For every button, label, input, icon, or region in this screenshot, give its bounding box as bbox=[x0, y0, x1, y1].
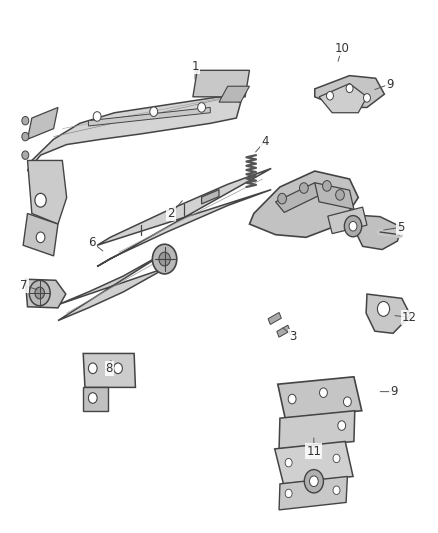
Polygon shape bbox=[250, 171, 358, 237]
Text: 2: 2 bbox=[167, 207, 175, 220]
Circle shape bbox=[322, 181, 331, 191]
Polygon shape bbox=[193, 70, 250, 97]
Circle shape bbox=[344, 216, 362, 237]
Polygon shape bbox=[366, 294, 410, 333]
Text: 1: 1 bbox=[191, 60, 199, 72]
Polygon shape bbox=[83, 387, 108, 411]
Text: 9: 9 bbox=[386, 78, 393, 91]
Text: 4: 4 bbox=[261, 135, 268, 148]
Circle shape bbox=[35, 287, 45, 299]
Text: 12: 12 bbox=[402, 311, 417, 324]
Polygon shape bbox=[276, 183, 323, 213]
Polygon shape bbox=[279, 477, 347, 510]
Circle shape bbox=[346, 84, 353, 93]
Circle shape bbox=[333, 486, 340, 495]
Polygon shape bbox=[347, 215, 402, 249]
Polygon shape bbox=[315, 76, 385, 108]
Circle shape bbox=[93, 112, 101, 121]
Circle shape bbox=[343, 397, 351, 407]
Circle shape bbox=[35, 193, 46, 207]
Circle shape bbox=[304, 470, 323, 493]
Polygon shape bbox=[279, 411, 355, 449]
Polygon shape bbox=[219, 86, 250, 102]
Polygon shape bbox=[58, 252, 167, 320]
Circle shape bbox=[326, 92, 333, 100]
Polygon shape bbox=[328, 207, 367, 233]
Circle shape bbox=[22, 116, 29, 125]
Polygon shape bbox=[319, 84, 367, 113]
Circle shape bbox=[198, 103, 205, 112]
Polygon shape bbox=[277, 325, 290, 337]
Circle shape bbox=[300, 183, 308, 193]
Polygon shape bbox=[25, 279, 66, 308]
Circle shape bbox=[114, 363, 122, 374]
Circle shape bbox=[88, 393, 97, 403]
Text: 11: 11 bbox=[306, 445, 321, 457]
Circle shape bbox=[29, 280, 50, 306]
Text: 8: 8 bbox=[106, 362, 113, 375]
Circle shape bbox=[22, 132, 29, 141]
Circle shape bbox=[310, 476, 318, 487]
Polygon shape bbox=[275, 441, 353, 484]
Circle shape bbox=[285, 489, 292, 498]
Circle shape bbox=[22, 151, 29, 159]
Circle shape bbox=[150, 107, 158, 116]
Circle shape bbox=[320, 388, 327, 398]
Text: 3: 3 bbox=[290, 330, 297, 343]
Circle shape bbox=[152, 244, 177, 274]
Polygon shape bbox=[268, 312, 281, 325]
Circle shape bbox=[338, 421, 346, 430]
Text: 5: 5 bbox=[397, 221, 405, 234]
Text: 7: 7 bbox=[20, 279, 28, 292]
Circle shape bbox=[349, 221, 357, 231]
Text: 10: 10 bbox=[334, 42, 349, 54]
Circle shape bbox=[278, 193, 286, 204]
Circle shape bbox=[378, 302, 390, 317]
Polygon shape bbox=[28, 108, 58, 139]
Text: 9: 9 bbox=[390, 385, 398, 398]
Circle shape bbox=[364, 94, 371, 102]
Circle shape bbox=[36, 232, 45, 243]
Circle shape bbox=[88, 363, 97, 374]
Polygon shape bbox=[83, 353, 135, 387]
Circle shape bbox=[333, 454, 340, 463]
Text: 6: 6 bbox=[88, 236, 95, 248]
Polygon shape bbox=[23, 214, 58, 256]
Polygon shape bbox=[97, 168, 271, 266]
Circle shape bbox=[159, 252, 170, 266]
Polygon shape bbox=[315, 183, 354, 209]
Circle shape bbox=[288, 394, 296, 404]
Polygon shape bbox=[201, 190, 219, 204]
Polygon shape bbox=[88, 108, 210, 126]
Circle shape bbox=[336, 190, 344, 200]
Circle shape bbox=[285, 458, 292, 467]
Polygon shape bbox=[28, 160, 67, 224]
Polygon shape bbox=[278, 377, 362, 418]
Polygon shape bbox=[28, 97, 241, 171]
